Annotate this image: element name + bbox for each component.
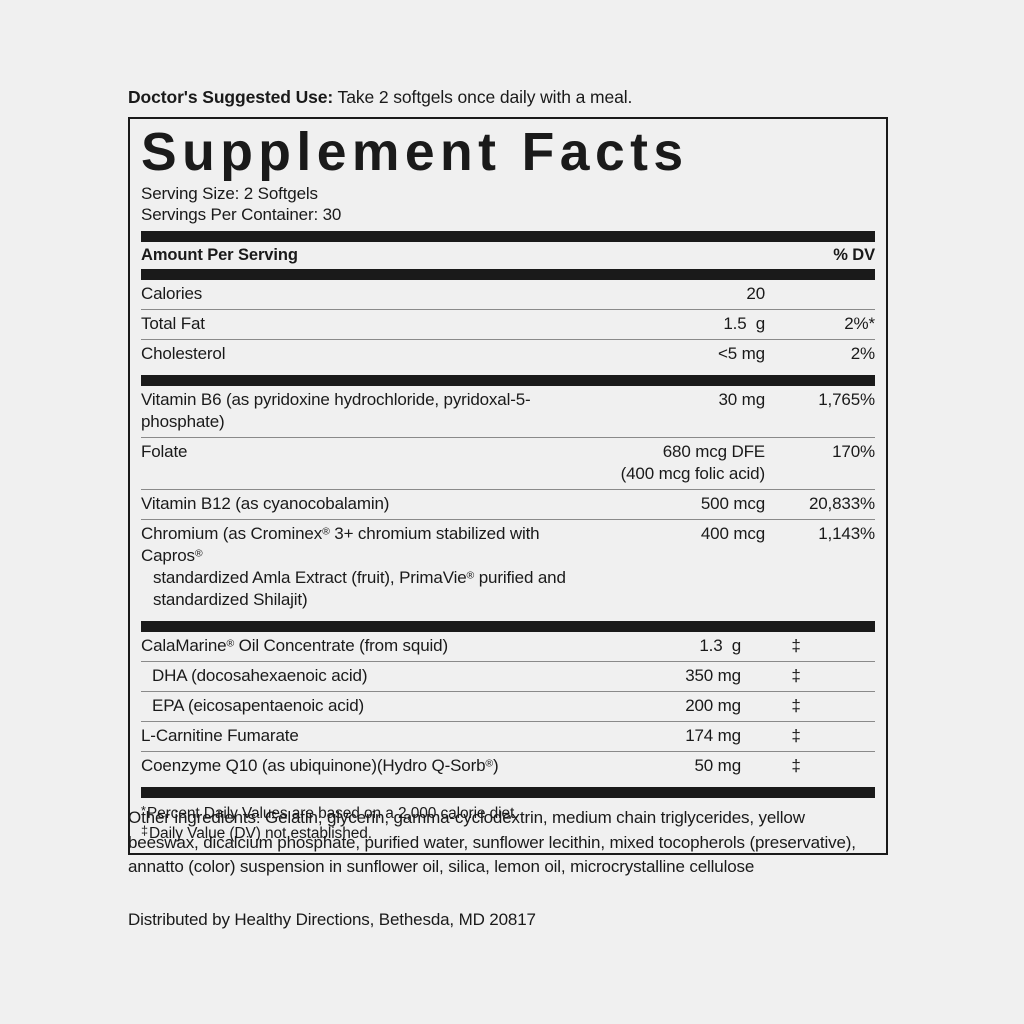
supplement-facts-panel: Supplement Facts Serving Size: 2 Softgel… <box>128 117 888 856</box>
other-ingredients: Other ingredients: Gelatin, glycerin, ga… <box>128 808 856 876</box>
percent-dv-label: % DV <box>833 246 875 265</box>
chromium-line3: standardized Shilajit) <box>153 590 308 610</box>
nutrient-name: Folate <box>141 442 188 462</box>
row-divider <box>141 519 875 521</box>
nutrient-dv: 2%* <box>844 314 875 334</box>
table-row-folate: Folate 680 mcg DFE (400 mcg folic acid) 1… <box>141 438 875 489</box>
coq10-name-b: ) <box>493 756 499 776</box>
nutrient-amount: 400 mcg <box>700 524 765 544</box>
nutrient-name: Cholesterol <box>141 344 226 364</box>
divider-bar-footnotes <box>141 787 875 799</box>
nutrient-name: Vitamin B12 (as cyanocobalamin) <box>141 494 390 514</box>
nutrient-dv: ‡ <box>791 726 801 746</box>
doctors-suggested-use: Doctor's Suggested Use: Take 2 softgels … <box>128 86 908 108</box>
row-divider <box>141 691 875 693</box>
registered-icon: ® <box>485 757 494 770</box>
table-row-cholesterol: Cholesterol <5 mg 2% <box>141 340 875 369</box>
registered-icon: ® <box>226 637 235 650</box>
divider-bar-vitamins <box>141 375 875 387</box>
registered-icon: ® <box>322 525 330 538</box>
nutrient-name: Total Fat <box>141 314 205 334</box>
nutrient-amount: 30 mg <box>718 390 766 410</box>
nutrient-dv: 20,833% <box>808 494 875 514</box>
table-row-vitamin-b12: Vitamin B12 (as cyanocobalamin) 500 mcg … <box>141 490 875 519</box>
divider-bar-oils <box>141 621 875 633</box>
nutrient-dv: ‡ <box>791 666 801 686</box>
panel-title: Supplement Facts <box>141 122 689 182</box>
table-row-total-fat: Total Fat 1.5 g 2%* <box>141 310 875 339</box>
calamarine-name-a: CalaMarine <box>141 636 227 656</box>
nutrient-amount: 680 mcg DFE (400 mcg folic acid) <box>593 441 766 485</box>
registered-icon: ® <box>194 547 203 560</box>
nutrient-dv: 1,143% <box>818 524 875 544</box>
chromium-line2: standardized Amla Extract (fruit), Prima… <box>141 567 585 589</box>
nutrient-dv: ‡ <box>791 756 801 776</box>
table-row-dha: DHA (docosahexaenoic acid) 350 mg ‡ <box>141 662 875 691</box>
nutrient-amount: 200 mg <box>685 696 741 716</box>
divider-bar-top <box>141 231 875 243</box>
amount-per-serving-header: Amount Per Serving % DV <box>141 242 875 269</box>
chromium-line1-a: Chromium (as Crominex <box>141 524 323 544</box>
row-divider <box>141 721 875 723</box>
nutrient-amount: 174 mg <box>685 726 741 746</box>
row-divider <box>141 661 875 663</box>
nutrient-dv: 2% <box>850 344 875 364</box>
row-divider <box>141 489 875 491</box>
nutrient-amount-secondary: (400 mcg folic acid) <box>620 464 766 484</box>
row-divider <box>141 339 875 341</box>
table-row-epa: EPA (eicosapentaenoic acid) 200 mg ‡ <box>141 692 875 721</box>
doctors-suggested-use-text: Take 2 softgels once daily with a meal. <box>333 87 633 107</box>
footnote-text: Percent Daily Values are based on a 2,00… <box>146 805 519 823</box>
calamarine-name-b: Oil Concentrate (from squid) <box>234 636 448 656</box>
nutrient-name: EPA (eicosapentaenoic acid) <box>152 696 365 716</box>
row-divider <box>141 309 875 311</box>
table-row-coenzyme-q10: Coenzyme Q10 (as ubiquinone)(Hydro Q-Sor… <box>141 752 875 781</box>
nutrient-name: L-Carnitine Fumarate <box>141 726 299 746</box>
chromium-line2-a: standardized Amla Extract (fruit), Prima… <box>153 568 467 588</box>
servings-per-container: Servings Per Container: 30 <box>141 205 342 225</box>
nutrient-name: Coenzyme Q10 (as ubiquinone)(Hydro Q-Sor… <box>141 755 569 777</box>
row-divider <box>141 437 875 439</box>
nutrient-name: Chromium (as Crominex® 3+ chromium stabi… <box>141 523 593 611</box>
nutrient-name: DHA (docosahexaenoic acid) <box>152 666 368 686</box>
nutrient-name: Calories <box>141 284 203 304</box>
nutrient-amount-primary: 680 mcg DFE <box>662 442 765 462</box>
table-row-chromium: Chromium (as Crominex® 3+ chromium stabi… <box>141 520 875 615</box>
chromium-line2-b: purified and <box>474 568 566 588</box>
nutrient-amount: 1.3 g <box>699 636 741 656</box>
coq10-name-a: Coenzyme Q10 (as ubiquinone)(Hydro Q-Sor… <box>141 756 486 776</box>
footnote-dv-not-established: ‡Daily Value (DV) not established. <box>141 822 372 843</box>
nutrient-dv: ‡ <box>791 636 801 656</box>
nutrient-dv: 170% <box>832 442 875 462</box>
nutrient-amount: 20 <box>746 284 765 304</box>
serving-size: Serving Size: 2 Softgels <box>141 184 318 204</box>
nutrient-dv: 1,765% <box>818 390 875 410</box>
nutrient-name: CalaMarine® Oil Concentrate (from squid) <box>141 635 569 657</box>
nutrient-amount: 1.5 g <box>723 314 765 334</box>
divider-bar-under-header <box>141 269 875 281</box>
table-row-calamarine: CalaMarine® Oil Concentrate (from squid)… <box>141 632 875 661</box>
table-row-calories: Calories 20 <box>141 280 875 309</box>
nutrient-amount: <5 mg <box>718 344 765 364</box>
footnotes: *Percent Daily Values are based on a 2,0… <box>141 798 875 853</box>
table-row-vitamin-b6: Vitamin B6 (as pyridoxine hydrochloride,… <box>141 386 875 437</box>
row-divider <box>141 751 875 753</box>
footnote-percent-dv: *Percent Daily Values are based on a 2,0… <box>141 802 519 823</box>
nutrient-amount: 50 mg <box>694 756 742 776</box>
footnote-text: Daily Value (DV) not established. <box>148 825 372 843</box>
distributed-by: Distributed by Healthy Directions, Bethe… <box>128 910 536 929</box>
doctors-suggested-use-label: Doctor's Suggested Use: <box>128 87 334 107</box>
chromium-line1-b: 3+ chromium stabilized with Capros <box>141 524 540 566</box>
table-row-l-carnitine-fumarate: L-Carnitine Fumarate 174 mg ‡ <box>141 722 875 751</box>
nutrient-amount: 500 mcg <box>700 494 765 514</box>
nutrient-dv: ‡ <box>791 696 801 716</box>
nutrient-name: Vitamin B6 (as pyridoxine hydrochloride,… <box>141 390 531 432</box>
registered-icon: ® <box>466 569 475 582</box>
amount-per-serving-label: Amount Per Serving <box>141 246 298 265</box>
nutrient-amount: 350 mg <box>685 666 741 686</box>
